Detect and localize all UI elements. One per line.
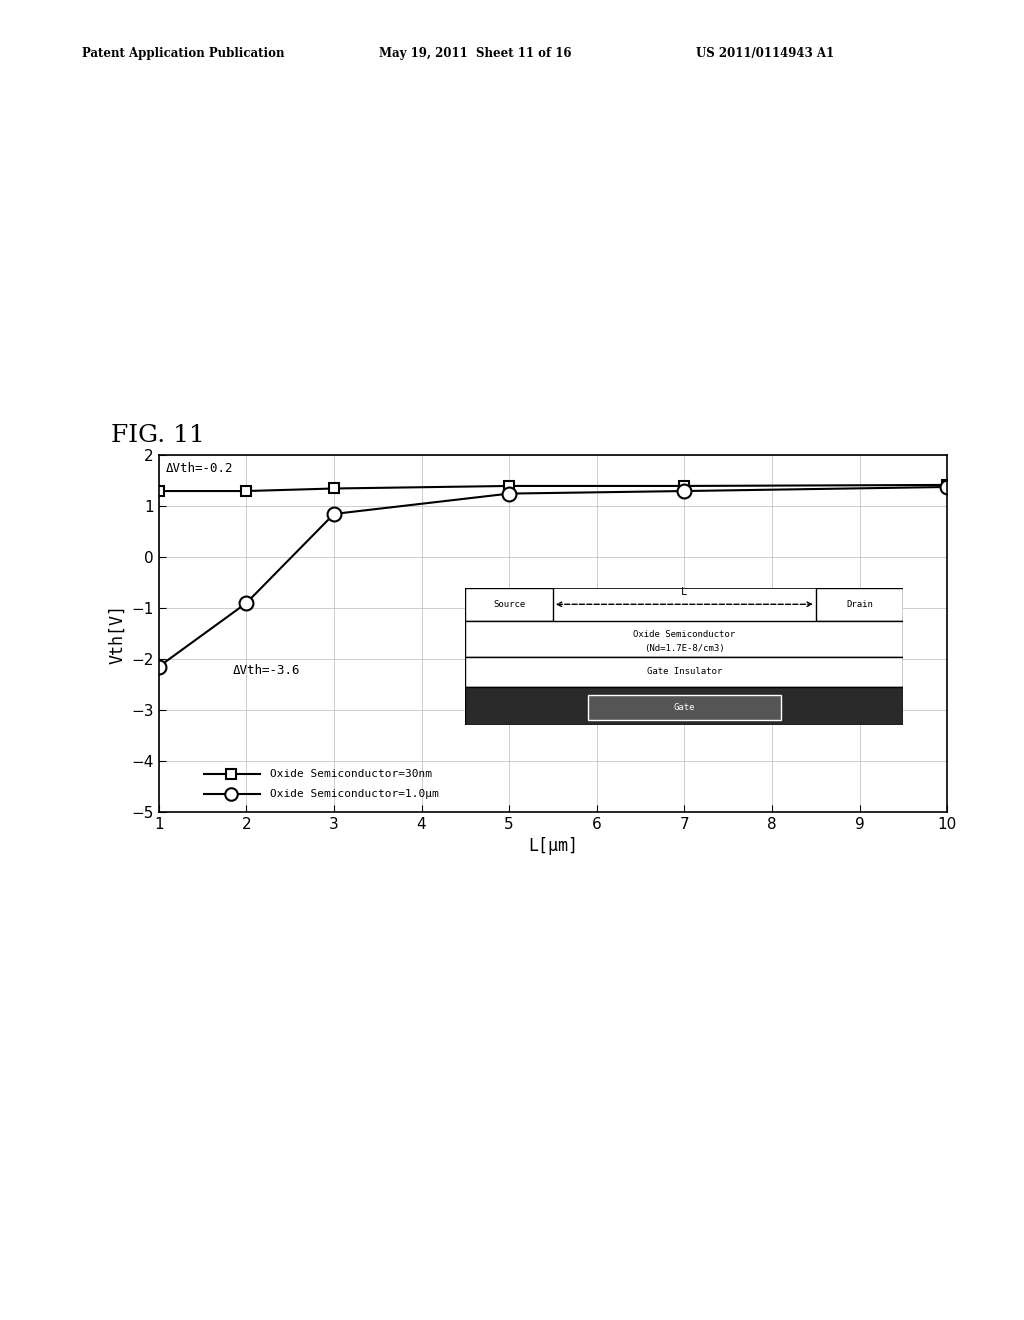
Text: US 2011/0114943 A1: US 2011/0114943 A1 — [696, 46, 835, 59]
X-axis label: L[μm]: L[μm] — [528, 837, 578, 855]
Text: ΔVth=-0.2: ΔVth=-0.2 — [166, 462, 233, 475]
Text: FIG. 11: FIG. 11 — [111, 424, 205, 447]
Y-axis label: Vth[V]: Vth[V] — [108, 603, 126, 664]
Text: May 19, 2011  Sheet 11 of 16: May 19, 2011 Sheet 11 of 16 — [379, 46, 571, 59]
Text: Patent Application Publication: Patent Application Publication — [82, 46, 285, 59]
Text: ΔVth=-3.6: ΔVth=-3.6 — [233, 664, 301, 677]
